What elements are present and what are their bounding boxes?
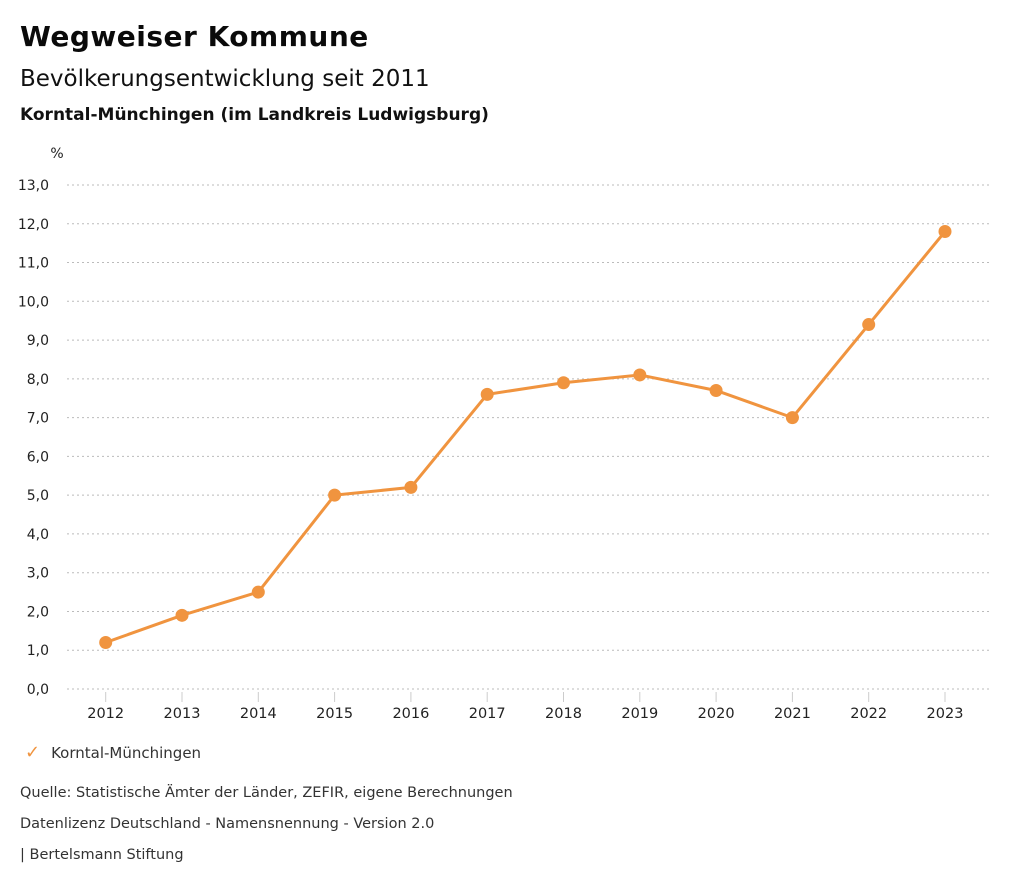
chart-region-title: Korntal-Münchingen (im Landkreis Ludwigs… <box>20 105 489 125</box>
series-line <box>104 230 947 644</box>
data-point[interactable] <box>404 480 418 494</box>
chart-subtitle: Bevölkerungsentwicklung seit 2011 <box>20 66 430 92</box>
x-axis-label: 2021 <box>774 706 811 722</box>
y-axis-label: 7,0 <box>27 411 49 427</box>
x-axis-label: 2016 <box>392 706 429 722</box>
x-axis-label: 2014 <box>240 706 277 722</box>
x-axis-label: 2023 <box>927 706 964 722</box>
y-axis-label: 10,0 <box>18 294 49 310</box>
source-text: Quelle: Statistische Ämter der Länder, Z… <box>20 785 513 801</box>
data-point[interactable] <box>709 383 723 397</box>
x-axis-label: 2019 <box>621 706 658 722</box>
data-point[interactable] <box>99 635 113 649</box>
y-axis-label: 4,0 <box>27 527 49 543</box>
x-axis-label: 2012 <box>87 706 124 722</box>
license-text: Datenlizenz Deutschland - Namensnennung … <box>20 816 435 832</box>
y-axis-label: 1,0 <box>27 643 49 659</box>
y-axis-label: 2,0 <box>27 604 49 620</box>
x-axis-label: 2018 <box>545 706 582 722</box>
data-point[interactable] <box>557 376 570 390</box>
x-axis-label: 2022 <box>850 706 887 722</box>
line-chart: % 0,0 1,0 2,0 3,0 4,0 5,0 6,0 7,0 8,0 9,0 10,0 11,0 1… <box>18 146 990 722</box>
y-axis-label: 9,0 <box>27 333 49 349</box>
y-axis-label: 12,0 <box>18 217 49 233</box>
data-point[interactable] <box>938 225 952 239</box>
attribution-text: | Bertelsmann Stiftung <box>20 847 184 863</box>
data-point[interactable] <box>785 411 799 425</box>
y-axis-label: 8,0 <box>27 372 49 388</box>
y-axis-label: 0,0 <box>27 682 49 698</box>
data-point[interactable] <box>480 387 494 401</box>
x-axis-label: 2013 <box>164 706 201 722</box>
x-axis-label: 2020 <box>698 706 735 722</box>
data-point[interactable] <box>862 318 876 332</box>
data-point[interactable] <box>251 585 265 599</box>
y-axis-label: 6,0 <box>27 449 49 465</box>
data-point[interactable] <box>175 608 189 622</box>
legend-check-icon: ✓ <box>25 742 41 763</box>
y-axis-label: 11,0 <box>18 256 49 272</box>
y-axis-unit-label: % <box>50 146 63 162</box>
legend-label: Korntal-Münchingen <box>51 744 202 762</box>
data-point[interactable] <box>328 488 342 502</box>
y-axis-label: 13,0 <box>18 178 49 194</box>
page-title: Wegweiser Kommune <box>20 20 369 53</box>
y-axis-label: 5,0 <box>27 488 49 504</box>
x-axis-label: 2017 <box>469 706 506 722</box>
x-axis-label: 2015 <box>316 706 353 722</box>
y-axis-label: 3,0 <box>27 566 49 582</box>
data-point[interactable] <box>633 368 647 382</box>
legend-item[interactable]: ✓ Korntal-Münchingen <box>25 742 202 763</box>
